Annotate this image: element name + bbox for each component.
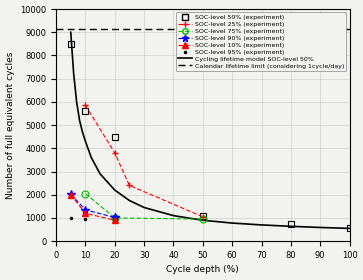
- Y-axis label: Number of full equivalent cycles: Number of full equivalent cycles: [5, 52, 15, 199]
- Legend: SOC-level 50% (experiment), SOC-level 25% (experiment), SOC-level 75% (experimen: SOC-level 50% (experiment), SOC-level 25…: [176, 12, 346, 71]
- X-axis label: Cycle depth (%): Cycle depth (%): [167, 265, 239, 274]
